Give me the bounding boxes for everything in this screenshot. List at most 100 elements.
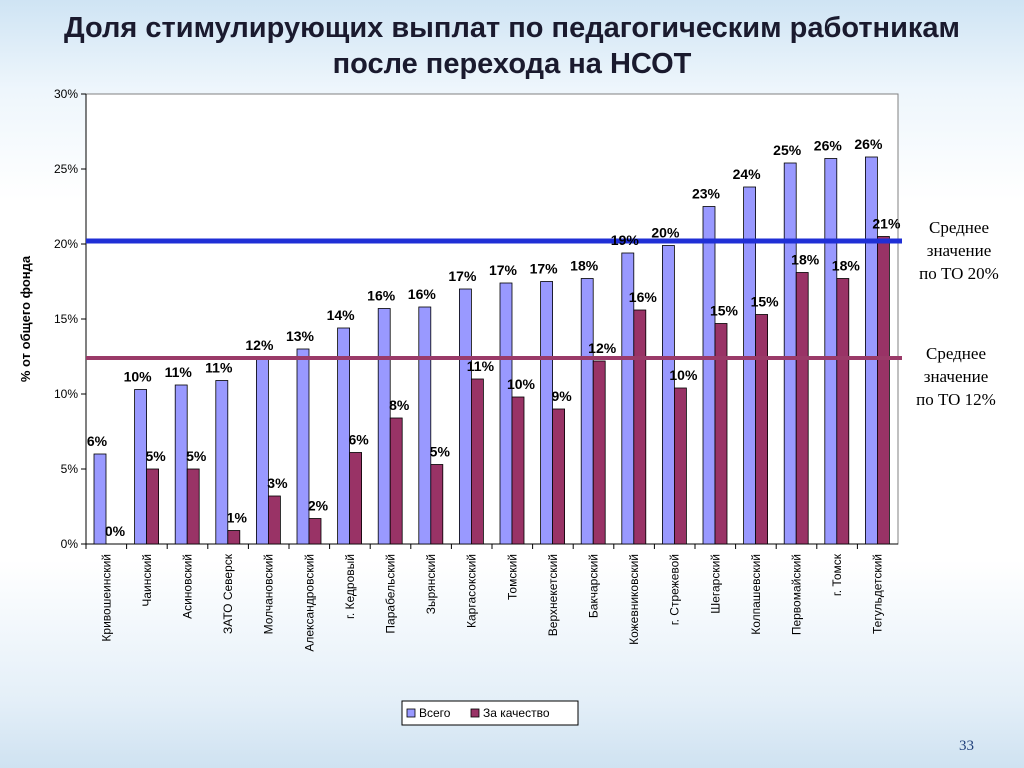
legend-swatch-total bbox=[406, 708, 416, 718]
bar-quality bbox=[755, 314, 768, 545]
average-20-note: Среднее значение по ТО 20% bbox=[900, 216, 1018, 285]
x-tick-label: Александровский bbox=[302, 554, 316, 652]
title-line-2: после перехода на НСОТ bbox=[332, 48, 692, 80]
data-label-quality: 5% bbox=[186, 448, 207, 464]
data-label-quality: 5% bbox=[430, 444, 451, 460]
data-label-quality: 18% bbox=[832, 258, 861, 274]
bar-quality bbox=[511, 396, 525, 545]
y-tick-label: 10% bbox=[54, 387, 78, 401]
average-12-note: Среднее значение по ТО 12% bbox=[897, 342, 1015, 411]
y-tick-label: 25% bbox=[54, 162, 78, 176]
bar-quality bbox=[186, 468, 200, 545]
data-label-total: 16% bbox=[367, 288, 396, 304]
bar-total bbox=[662, 245, 675, 545]
data-label-quality: 1% bbox=[227, 510, 248, 526]
bar-quality bbox=[308, 518, 322, 545]
data-label-quality: 9% bbox=[551, 388, 572, 404]
x-tick-label: Чаинский bbox=[140, 554, 154, 607]
bar-total bbox=[215, 380, 229, 545]
y-tick-label: 0% bbox=[61, 537, 79, 551]
bar-quality bbox=[714, 323, 728, 545]
x-tick-label: Молчановский bbox=[262, 554, 276, 634]
data-label-total: 26% bbox=[854, 136, 883, 152]
x-tick-label: Тегульдетский bbox=[871, 554, 885, 634]
bar-total bbox=[255, 357, 269, 545]
legend-label-total: Всего bbox=[419, 706, 451, 720]
y-tick-label: 20% bbox=[54, 237, 78, 251]
data-label-quality: 8% bbox=[389, 397, 410, 413]
y-tick-label: 30% bbox=[54, 87, 78, 101]
x-tick-label: Первомайский bbox=[790, 554, 804, 635]
bar-quality bbox=[592, 360, 606, 545]
bar-quality bbox=[836, 278, 850, 545]
data-label-total: 10% bbox=[124, 369, 153, 385]
bar-total bbox=[418, 306, 432, 545]
average-20-line-3: по ТО 20% bbox=[919, 264, 999, 283]
data-label-total: 20% bbox=[651, 225, 680, 241]
x-tick-label: Асиновский bbox=[181, 554, 195, 619]
bar-quality bbox=[633, 309, 647, 545]
average-20-line-1: Среднее bbox=[929, 218, 989, 237]
bar-quality bbox=[146, 468, 160, 545]
x-tick-label: Томский bbox=[505, 554, 519, 600]
bar-quality bbox=[674, 387, 687, 545]
average-12-line-1: Среднее bbox=[926, 344, 986, 363]
data-label-quality: 3% bbox=[267, 475, 288, 491]
bar-quality bbox=[552, 408, 565, 545]
bar-quality bbox=[795, 272, 809, 545]
data-label-total: 6% bbox=[87, 433, 108, 449]
x-tick-label: Каргасокский bbox=[465, 554, 479, 628]
data-label-total: 19% bbox=[611, 232, 640, 248]
data-label-total: 16% bbox=[408, 286, 437, 302]
bar-total bbox=[540, 281, 553, 545]
data-label-total: 11% bbox=[165, 364, 193, 380]
data-label-total: 17% bbox=[448, 268, 477, 284]
legend-label-quality: За качество bbox=[483, 706, 550, 720]
data-label-quality: 10% bbox=[507, 376, 536, 392]
title-line-1: Доля стимулирующих выплат по педагогичес… bbox=[64, 12, 960, 44]
bar-quality bbox=[877, 236, 890, 545]
average-12-line-3: по ТО 12% bbox=[916, 390, 996, 409]
plot-area bbox=[85, 93, 899, 545]
data-label-total: 12% bbox=[245, 337, 274, 353]
data-label-quality: 15% bbox=[710, 303, 739, 319]
x-tick-label: Верхнекетский bbox=[546, 554, 560, 636]
data-label-quality: 10% bbox=[669, 367, 698, 383]
data-label-total: 11% bbox=[205, 360, 233, 376]
x-tick-label: Кривошеинский bbox=[99, 554, 113, 642]
bar-total bbox=[134, 389, 148, 545]
data-label-total: 24% bbox=[733, 166, 762, 182]
data-label-total: 26% bbox=[814, 138, 843, 154]
bar-total bbox=[93, 453, 107, 545]
x-tick-label: г. Стрежевой bbox=[668, 554, 682, 625]
bar-total bbox=[296, 348, 310, 545]
slide-title: Доля стимулирующих выплат по педагогичес… bbox=[0, 10, 1024, 82]
bar-quality bbox=[267, 495, 281, 545]
data-label-total: 13% bbox=[286, 328, 315, 344]
y-tick-label: 15% bbox=[54, 312, 78, 326]
legend-box bbox=[401, 700, 579, 726]
bar-quality bbox=[470, 378, 484, 545]
bar-total bbox=[702, 206, 716, 545]
bar-total bbox=[174, 384, 188, 545]
average-20-line-2: значение bbox=[926, 241, 992, 260]
data-label-total: 14% bbox=[327, 307, 356, 323]
bar-total bbox=[824, 158, 838, 545]
bar-quality bbox=[349, 452, 363, 545]
y-tick-label: 5% bbox=[61, 462, 79, 476]
x-tick-label: Бакчарский bbox=[587, 554, 601, 618]
data-label-quality: 5% bbox=[145, 448, 166, 464]
bar-quality bbox=[389, 417, 403, 545]
data-label-quality: 16% bbox=[629, 289, 658, 305]
bar-total bbox=[337, 327, 351, 545]
data-label-total: 18% bbox=[570, 258, 599, 274]
data-label-total: 25% bbox=[773, 142, 802, 158]
bar-total bbox=[458, 288, 472, 545]
data-label-quality: 11% bbox=[467, 358, 495, 374]
data-label-quality: 15% bbox=[751, 294, 780, 310]
data-label-quality: 18% bbox=[791, 252, 820, 268]
bar-total bbox=[783, 162, 797, 545]
bar-quality bbox=[227, 530, 241, 545]
x-tick-label: Шегарский bbox=[708, 554, 722, 614]
x-tick-label: Парабельский bbox=[384, 554, 398, 634]
